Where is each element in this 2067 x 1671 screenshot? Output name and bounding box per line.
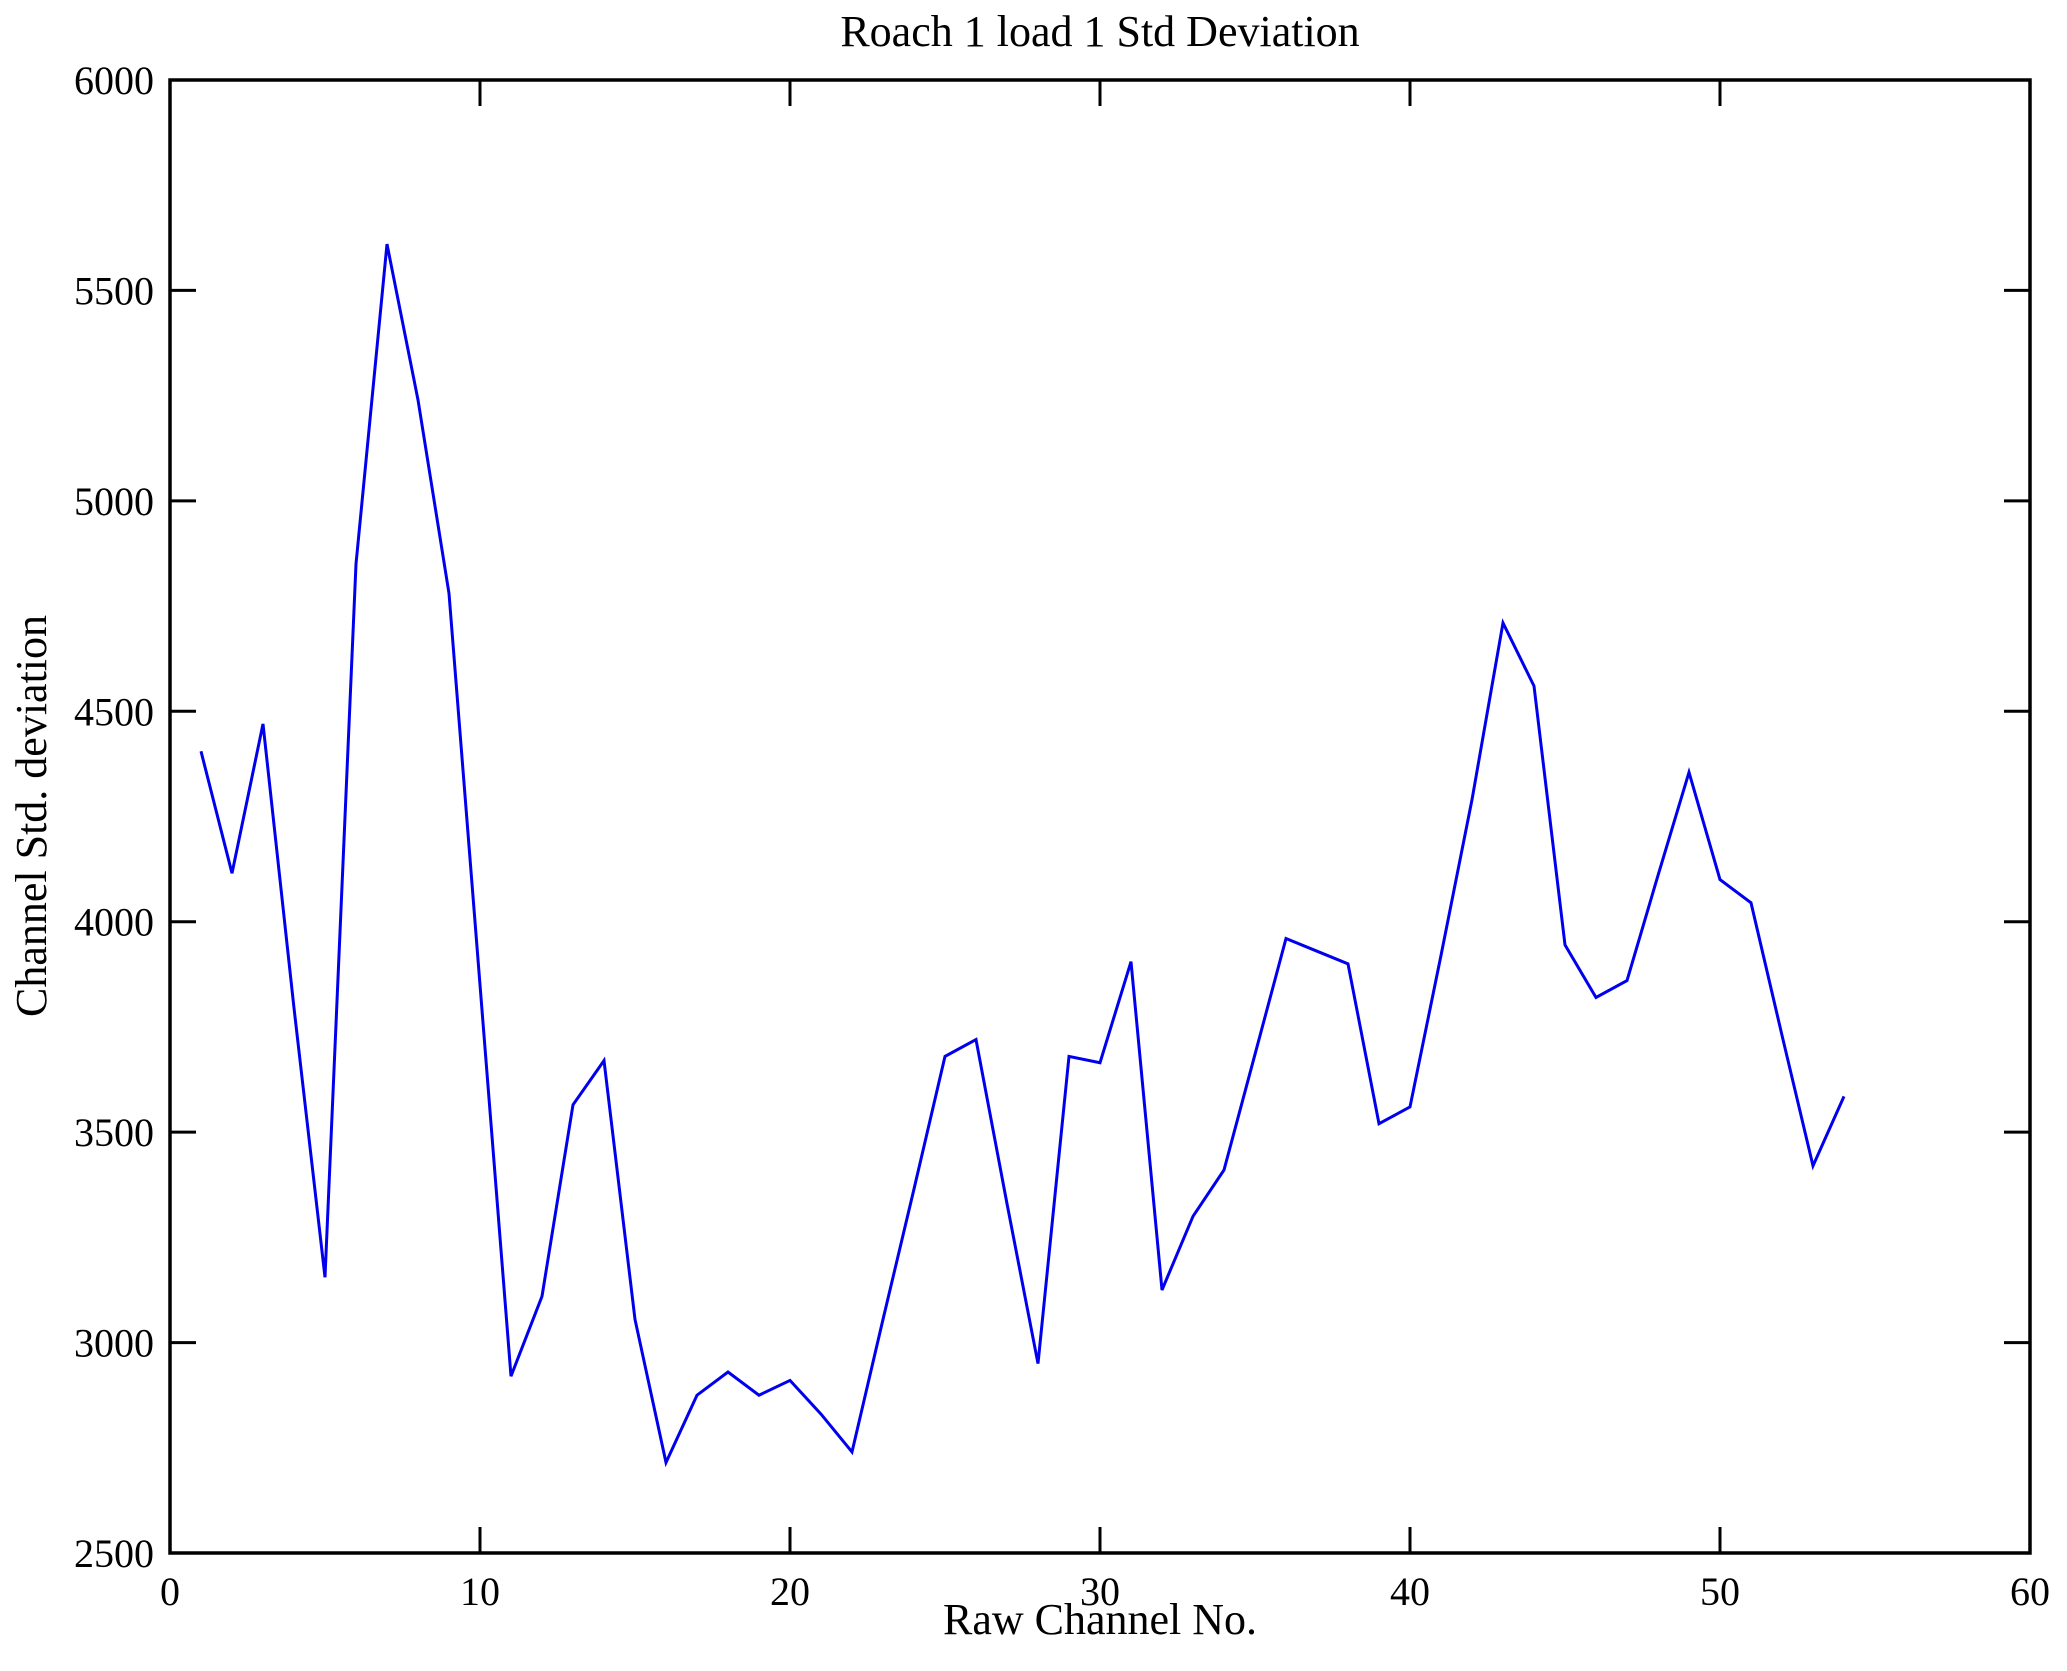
x-tick-label: 20 xyxy=(770,1569,810,1614)
x-tick-label: 30 xyxy=(1080,1569,1120,1614)
data-series-line xyxy=(199,243,1846,1468)
y-tick-label: 5000 xyxy=(74,479,154,524)
y-tick-label: 3000 xyxy=(74,1321,154,1366)
x-tick-label: 50 xyxy=(1700,1569,1740,1614)
x-tick-label: 40 xyxy=(1390,1569,1430,1614)
y-tick-label: 5500 xyxy=(74,268,154,313)
plot-frame xyxy=(168,78,2032,1555)
x-tick-label: 60 xyxy=(2010,1569,2050,1614)
y-tick-label: 4500 xyxy=(74,689,154,734)
y-tick-label: 6000 xyxy=(74,58,154,103)
y-tick-label: 2500 xyxy=(74,1531,154,1576)
chart-title: Roach 1 load 1 Std Deviation xyxy=(840,7,1360,56)
x-tick-label: 10 xyxy=(460,1569,500,1614)
y-tick-label: 4000 xyxy=(74,900,154,945)
y-tick-label: 3500 xyxy=(74,1110,154,1155)
x-tick-label: 0 xyxy=(160,1569,180,1614)
x-axis-label: Raw Channel No. xyxy=(942,1595,1258,1644)
